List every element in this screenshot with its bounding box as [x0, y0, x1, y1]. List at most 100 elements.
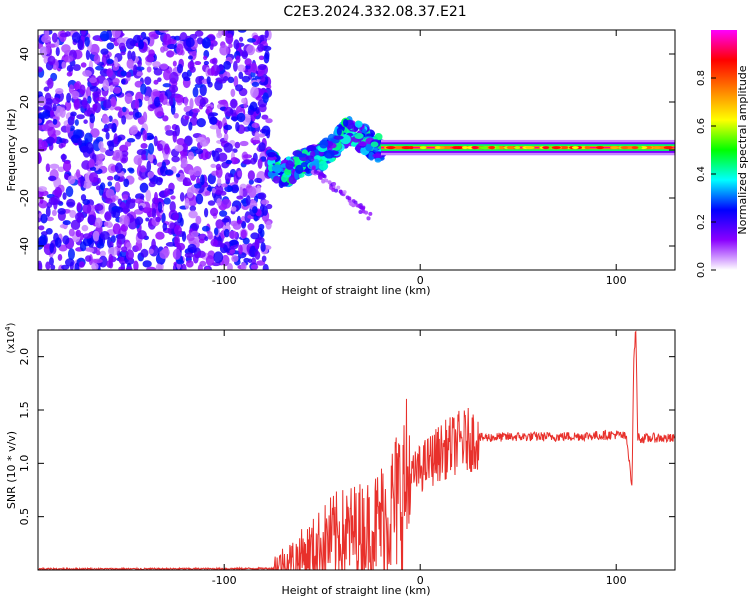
heatmap-noise-cell: [92, 258, 103, 264]
heatmap-noise-cell: [55, 46, 60, 57]
heatmap-noise-cell: [227, 186, 233, 192]
heatmap-noise-cell: [61, 44, 71, 53]
heatmap-branch-cell: [342, 190, 347, 195]
heatmap-noise-cell: [95, 96, 106, 102]
heatmap-noise-cell: [41, 34, 52, 44]
heatmap-noise-cell: [99, 250, 106, 257]
heatmap-noise-cell: [169, 222, 176, 230]
heatmap-noise-cell: [105, 188, 115, 199]
heatmap-noise-cell: [210, 163, 217, 169]
heatmap-noise-cell: [184, 197, 190, 210]
heatmap-noise-cell: [117, 198, 123, 205]
heatmap-noise-cell: [108, 140, 115, 152]
heatmap-noise-cell: [216, 198, 222, 207]
heatmap-noise-cell: [128, 126, 138, 135]
heatmap-noise-cell: [146, 160, 152, 173]
heatmap-noise-cell: [174, 235, 180, 247]
heatmap-noise-cell: [187, 243, 197, 253]
colorbar-tick-label: 0.2: [696, 214, 707, 230]
heatmap-noise-cell: [85, 255, 92, 262]
heatmap-noise-cell: [84, 132, 93, 144]
heatmap-noise-cell: [260, 75, 266, 83]
heatmap-band-cell: [478, 146, 489, 150]
heatmap-noise-cell: [38, 106, 44, 111]
heatmap-branch-cell: [336, 185, 341, 190]
heatmap-noise-cell: [148, 142, 155, 155]
heatmap-noise-cell: [235, 121, 240, 132]
heatmap-noise-cell: [172, 60, 177, 67]
heatmap-noise-cell: [113, 133, 118, 145]
heatmap-band-cell: [506, 146, 516, 150]
heatmap-noise-cell: [124, 140, 132, 147]
heatmap-noise-cell: [75, 212, 85, 223]
colorbar-tick-label: 0.6: [696, 118, 707, 134]
snr-y-tick-label: 0.5: [18, 508, 31, 526]
heatmap-noise-cell: [230, 184, 240, 194]
heatmap-noise-cell: [39, 234, 47, 247]
heatmap-noise-cell: [118, 42, 126, 51]
heatmap-noise-cell: [171, 155, 180, 163]
heatmap-noise-cell: [262, 263, 269, 270]
heatmap-noise-cell: [223, 142, 233, 153]
heatmap-noise-cell: [234, 141, 241, 149]
heatmap-noise-cell: [241, 75, 250, 83]
heatmap-noise-cell: [261, 125, 271, 137]
heatmap-noise-cell: [242, 154, 253, 159]
heatmap-noise-cell: [213, 184, 224, 195]
heatmap-branch-cell: [318, 175, 323, 180]
heatmap-noise-cell: [138, 39, 145, 50]
heatmap-noise-cell: [225, 221, 230, 232]
heatmap-noise-cell: [151, 208, 157, 219]
heatmap-noise-cell: [114, 181, 121, 193]
heatmap-noise-cell: [180, 157, 188, 168]
heatmap-noise-cell: [170, 195, 176, 200]
heatmap-band-cell: [580, 146, 587, 150]
heatmap-noise-cell: [102, 79, 110, 92]
heatmap-noise-cell: [210, 65, 215, 77]
heatmap-branch-cell: [366, 216, 371, 221]
heatmap-noise-cell: [242, 237, 250, 245]
heatmap-noise-cell: [241, 159, 252, 165]
heatmap-noise-cell: [140, 248, 149, 258]
heatmap-streak-cell: [300, 162, 308, 168]
heatmap-noise-cell: [100, 48, 109, 55]
heatmap-streak-cell: [267, 152, 276, 158]
heatmap-noise-cell: [88, 247, 95, 253]
heatmap-noise-cell: [59, 224, 68, 229]
heatmap-noise-cell: [211, 187, 216, 194]
heatmap-noise-cell: [157, 201, 163, 213]
heatmap-noise-cell: [82, 233, 92, 239]
heatmap-noise-cell: [223, 132, 229, 142]
heatmap-noise-cell: [229, 249, 236, 254]
heatmap-noise-cell: [52, 118, 58, 125]
heatmap-noise-cell: [55, 88, 64, 95]
heatmap-streak-cell: [281, 174, 288, 183]
heatmap-noise-cell: [240, 229, 247, 239]
heatmap-noise-cell: [199, 174, 205, 186]
heatmap-noise-cell: [257, 158, 263, 169]
heatmap-streak-cell: [319, 139, 329, 149]
heatmap-noise-cell: [230, 157, 239, 165]
heatmap-noise-cell: [50, 195, 60, 205]
heatmap-noise-cell: [228, 230, 238, 240]
heatmap-streak-cell: [336, 127, 342, 136]
heatmap-noise-cell: [152, 158, 158, 166]
heatmap-noise-cell: [109, 84, 114, 93]
heatmap-noise-cell: [239, 186, 244, 199]
heatmap-noise-cell: [236, 112, 246, 123]
heatmap-noise-cell: [98, 141, 104, 150]
heatmap-noise-cell: [198, 238, 205, 244]
heatmap-noise-cell: [87, 95, 92, 104]
heatmap-band-cell: [631, 146, 639, 150]
heatmap-noise-cell: [99, 30, 110, 42]
heatmap-noise-cell: [173, 225, 182, 236]
heatmap-noise-cell: [66, 92, 72, 103]
colorbar: 0.0 0.2 0.4 0.6 0.8 Normalized spectral ampl…: [696, 30, 749, 278]
heatmap-streak-cell: [354, 120, 363, 128]
heatmap-noise-cell: [241, 97, 247, 104]
heatmap-noise-cell: [125, 38, 135, 50]
heatmap-noise-cell: [211, 57, 218, 65]
spectrogram-y-tick-label: 40: [18, 47, 31, 61]
heatmap-noise-cell: [176, 259, 185, 265]
